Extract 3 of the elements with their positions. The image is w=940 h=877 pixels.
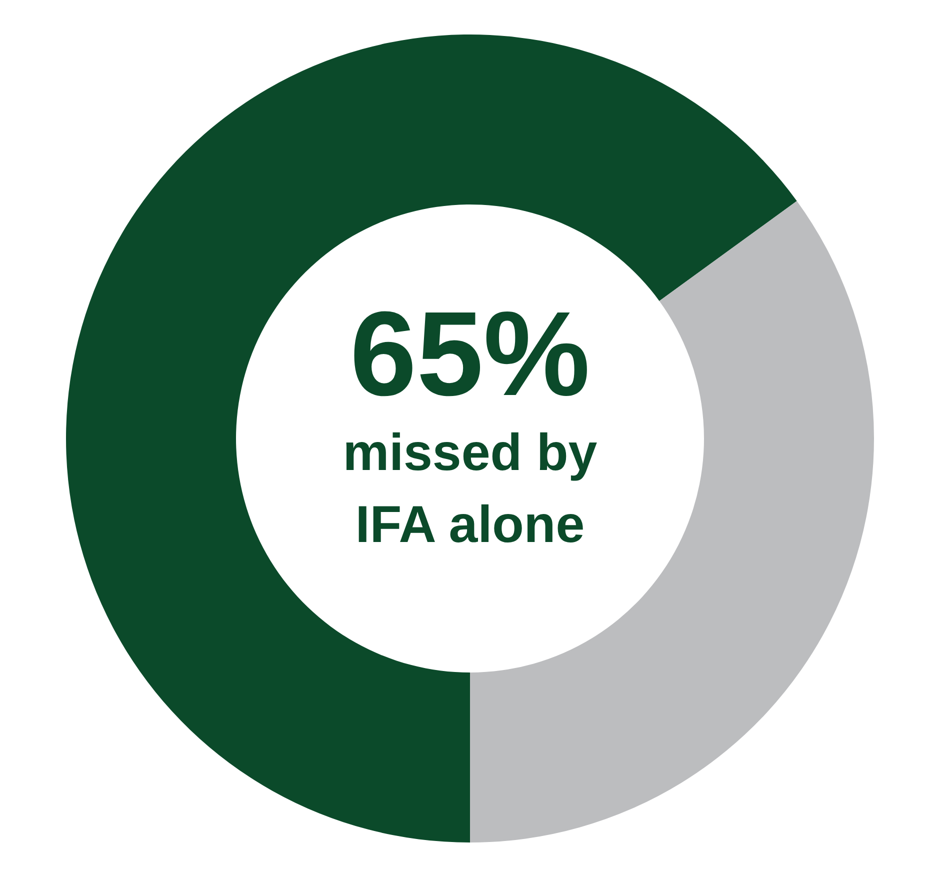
- data-label: 65%: [350, 287, 590, 421]
- donut-slice: [66, 34, 797, 842]
- slice-label: missed by IFA alone: [342, 424, 598, 554]
